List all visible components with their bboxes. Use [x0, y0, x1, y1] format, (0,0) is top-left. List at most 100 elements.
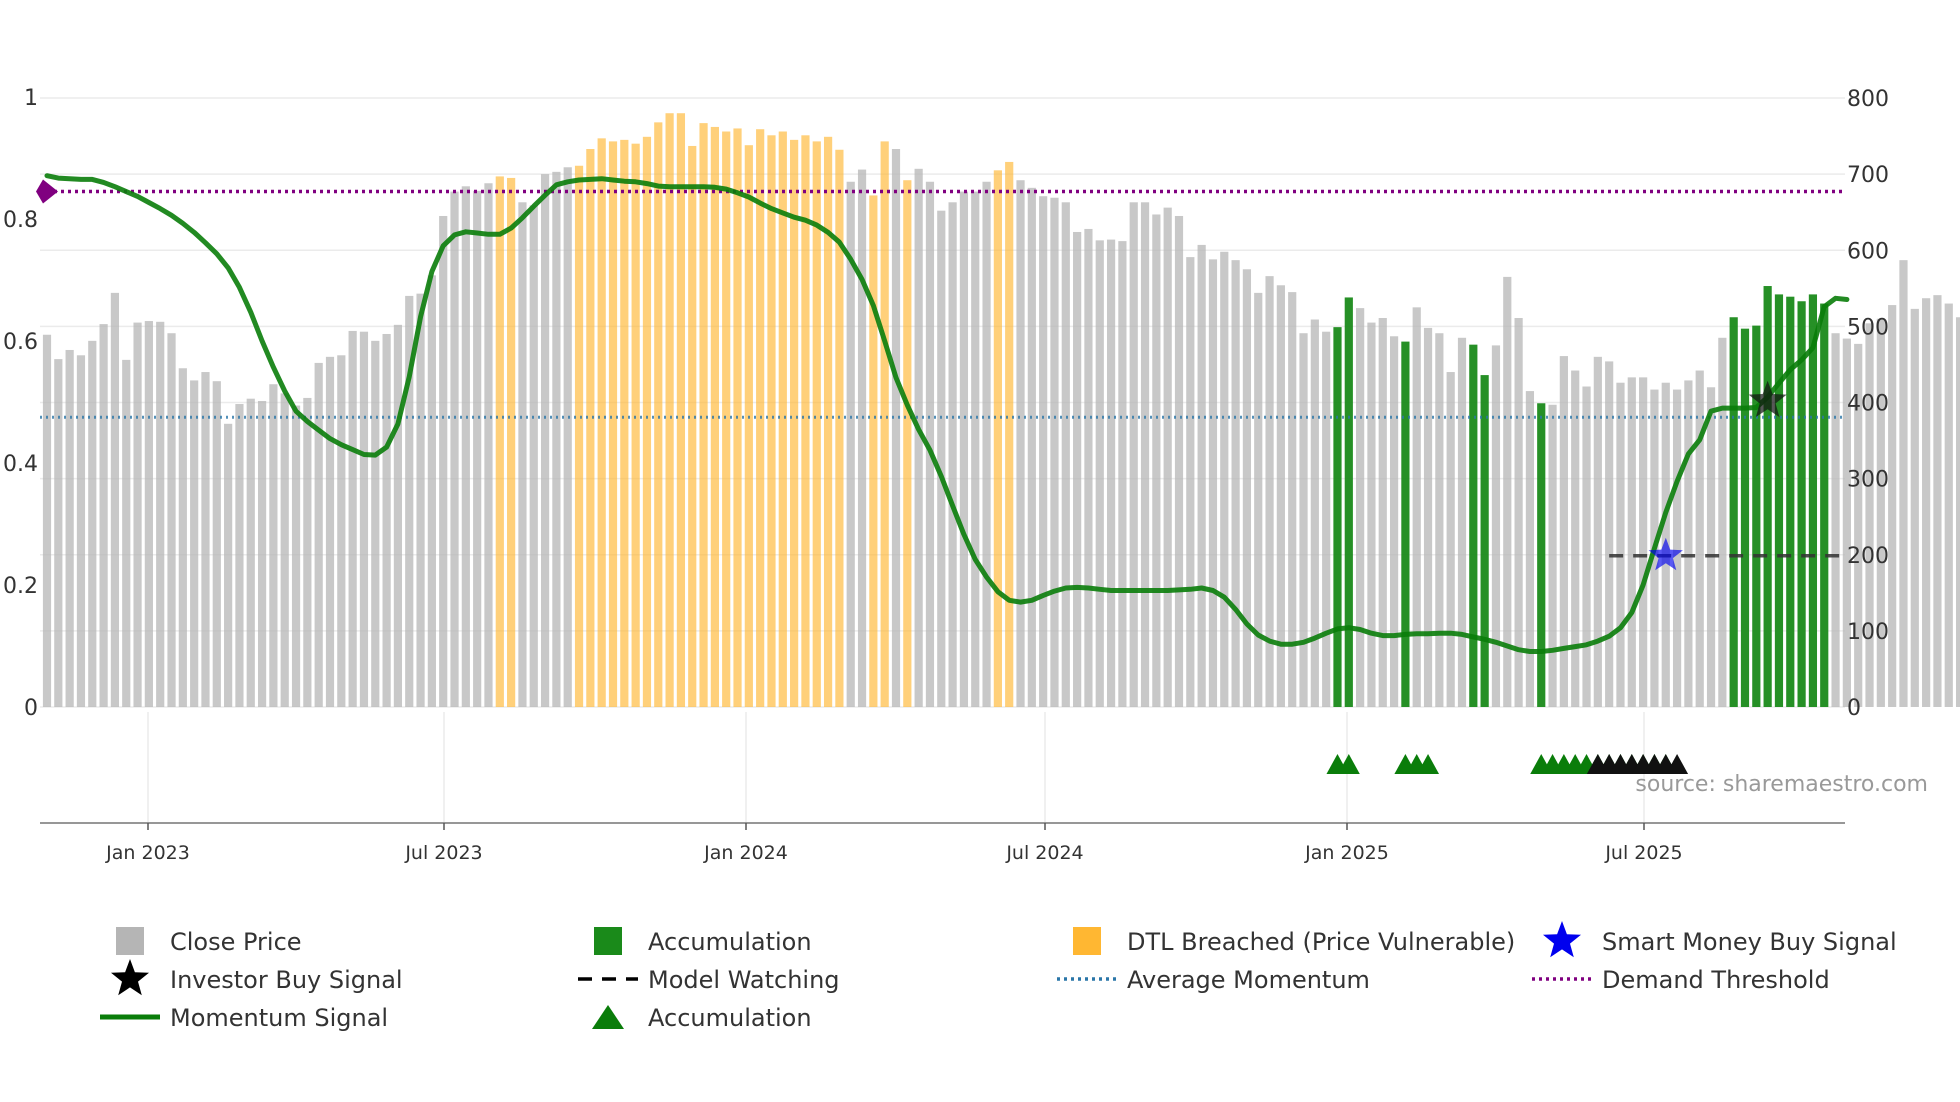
legend-label: DTL Breached (Price Vulnerable): [1127, 928, 1515, 956]
close-price-bar: [1854, 343, 1863, 707]
close-price-bar: [1457, 337, 1467, 707]
close-price-bar: [201, 372, 210, 707]
close-price-bar: [1593, 356, 1602, 707]
momentum-signal-line: [44, 173, 1850, 654]
close-price-bar: [1616, 382, 1625, 707]
close-price-bar: [1423, 327, 1433, 707]
legend-label: Accumulation: [648, 1004, 812, 1032]
x-axis-tick-label: Jan 2025: [1304, 842, 1389, 864]
close-price-bar: [1571, 370, 1580, 707]
close-price-bar: [971, 191, 980, 707]
close-price-bar: [1559, 356, 1568, 707]
left-axis-tick-label: 0.6: [3, 330, 38, 355]
close-price-bar: [224, 423, 233, 707]
close-price-bar: [937, 210, 946, 708]
close-price-bar: [1050, 197, 1059, 707]
close-price-bar: [110, 292, 120, 707]
close-price-bar: [235, 404, 244, 707]
close-price-bar: [1356, 308, 1365, 707]
close-price-bar: [416, 293, 425, 707]
close-price-bar: [1922, 298, 1931, 707]
investor-triangle: [1666, 754, 1689, 774]
close-price-bar: [1186, 257, 1195, 707]
right-axis-tick-label: 300: [1847, 468, 1889, 493]
right-axis-tick-label: 100: [1847, 620, 1889, 645]
legend-label: Investor Buy Signal: [170, 966, 403, 994]
x-axis-tick-label: Jul 2024: [1005, 842, 1083, 864]
close-price-bar: [1627, 377, 1636, 707]
dtl-breached-bar: [642, 136, 652, 707]
dtl-breached-bar: [507, 177, 516, 707]
accumulation-bar: [1774, 294, 1784, 707]
close-price-bar: [959, 191, 969, 707]
close-price-bar: [1888, 305, 1897, 707]
close-price-bar: [76, 355, 86, 707]
dtl-breached-bar: [790, 139, 799, 707]
close-price-bar: [914, 168, 923, 708]
x-axis-tick-label: Jan 2023: [105, 842, 190, 864]
close-price-bar: [1299, 333, 1308, 707]
close-price-bar: [1367, 322, 1376, 707]
close-price-bar: [982, 181, 991, 708]
close-price-bar: [1276, 285, 1285, 707]
close-price-bar: [1073, 231, 1082, 708]
close-price-bar: [1197, 244, 1206, 708]
left-axis-tick-label: 1: [24, 86, 38, 111]
accumulation-bar: [1537, 403, 1546, 707]
close-price-bar: [891, 149, 901, 707]
close-price-bar: [1548, 404, 1557, 707]
dtl-breached-bar: [812, 141, 821, 707]
close-price-bar: [1582, 386, 1591, 707]
accumulation-bar: [1740, 328, 1750, 707]
close-price-bar: [1061, 202, 1070, 708]
right-axis-tick-label: 400: [1847, 392, 1889, 417]
x-axis-tick-label: Jan 2024: [703, 842, 788, 864]
close-price-bar: [1605, 361, 1614, 707]
accumulation-bar: [1333, 327, 1342, 707]
close-price-bar: [1831, 333, 1840, 707]
dtl-breached-bar: [654, 122, 663, 708]
accumulation-bar: [1752, 325, 1761, 707]
close-price-bar: [552, 171, 561, 708]
close-price-bar: [144, 321, 153, 707]
legend-symbol-star: [111, 959, 149, 996]
close-price-bar: [178, 368, 187, 707]
legend-label: Smart Money Buy Signal: [1602, 928, 1897, 956]
legend-label: Accumulation: [648, 928, 812, 956]
legend-label: Model Watching: [648, 966, 840, 994]
close-price-bar: [405, 295, 414, 707]
close-price-bar: [1944, 303, 1953, 707]
dtl-breached-bar: [801, 135, 810, 708]
legend-symbol-square: [594, 927, 622, 955]
close-price-bar: [1842, 338, 1851, 707]
close-price-bar: [529, 205, 538, 707]
legend-label: Close Price: [170, 928, 302, 956]
close-price-bar: [1288, 292, 1297, 707]
accumulation-bar: [1786, 296, 1795, 707]
close-price-bar: [280, 393, 289, 707]
close-price-bar: [246, 398, 255, 707]
close-price-bar: [1684, 380, 1693, 707]
close-price-bar: [1118, 241, 1127, 707]
accumulation-triangle: [1417, 754, 1440, 774]
legend-label: Average Momentum: [1127, 966, 1370, 994]
legend-symbol-square: [1073, 927, 1101, 955]
close-price-bar: [1163, 207, 1172, 707]
legend-symbol-triangle: [592, 1005, 624, 1029]
dtl-breached-bar: [574, 165, 584, 707]
accumulation-bar: [1480, 375, 1489, 707]
close-price-bar: [1639, 377, 1648, 707]
dtl-breached-bar: [710, 126, 719, 708]
close-price-bar: [563, 167, 572, 707]
legend-label: Momentum Signal: [170, 1004, 388, 1032]
close-price-bar: [1910, 308, 1919, 707]
right-axis-tick-label: 0: [1847, 696, 1861, 721]
right-axis-tick-label: 700: [1847, 163, 1889, 188]
close-price-bar: [359, 331, 369, 707]
close-price-bar: [122, 359, 131, 707]
close-price-bar: [1016, 180, 1025, 708]
accumulation-bar: [1401, 341, 1410, 707]
close-price-bar: [99, 324, 108, 707]
close-price-bar: [167, 333, 176, 707]
close-price-bar: [1208, 259, 1218, 707]
